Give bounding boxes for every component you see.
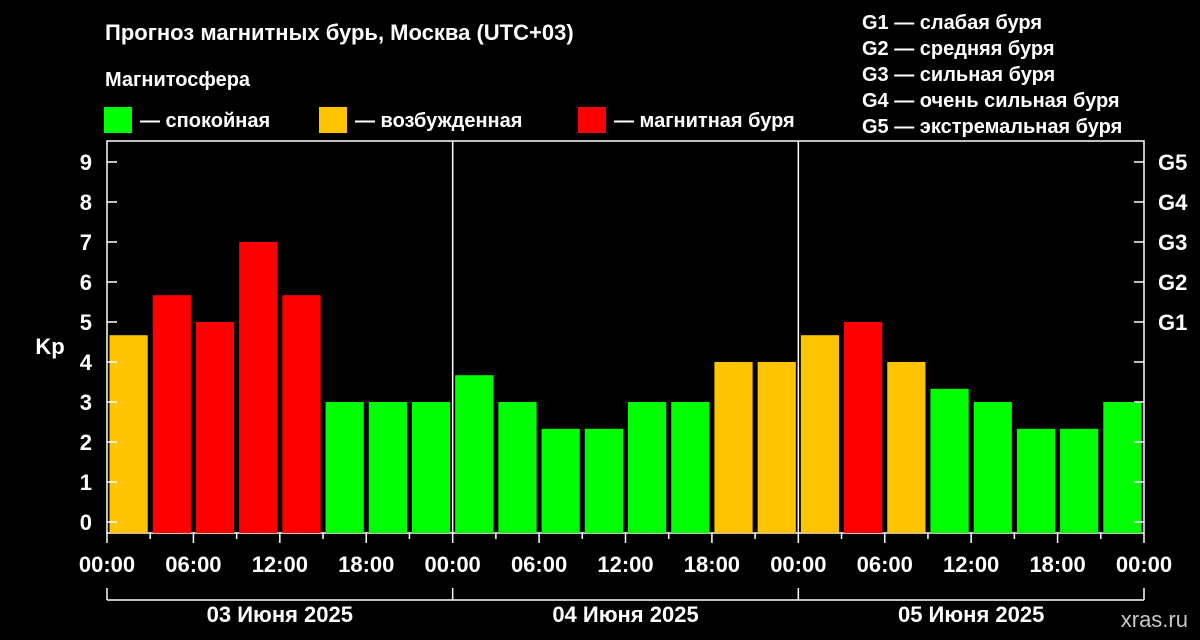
kp-bar	[541, 428, 580, 533]
kp-bar	[368, 402, 407, 533]
kp-bar	[195, 322, 235, 533]
kp-bar	[671, 402, 710, 533]
legend-label-storm: — магнитная буря	[614, 110, 795, 132]
legend-swatch-calm	[104, 107, 132, 133]
x-tick-label: 06:00	[165, 552, 221, 577]
watermark: xras.ru	[1121, 607, 1188, 632]
x-tick-label: 00:00	[1116, 552, 1172, 577]
y-tick-label: 5	[80, 310, 92, 335]
g-level-label: G1	[1158, 310, 1187, 335]
g-scale-g3: G3 — сильная буря	[862, 64, 1055, 86]
kp-bar	[714, 362, 753, 533]
x-tick-label: 18:00	[684, 552, 740, 577]
legend-item-calm: — спокойная	[104, 107, 270, 133]
kp-bar	[800, 335, 840, 533]
legend-swatch-excited	[319, 107, 347, 133]
kp-bar	[411, 402, 451, 533]
day-label: 04 Июня 2025	[552, 602, 698, 627]
y-tick-label: 9	[80, 150, 92, 175]
kp-bar	[325, 402, 364, 533]
kp-bar	[152, 295, 191, 533]
day-label: 03 Июня 2025	[207, 602, 353, 627]
y-tick-label: 2	[80, 430, 92, 455]
x-tick-label: 12:00	[943, 552, 999, 577]
y-tick-label: 8	[80, 190, 92, 215]
y-axis-title: Kp	[35, 334, 64, 359]
plot-area: 0 1 2 3 4 5 6 7 8 9 G1 G2 G3 G4 G5 00:00 06:00 12:00 18:00…	[79, 140, 1188, 627]
y-tick-label: 6	[80, 270, 92, 295]
y-tick-label: 4	[80, 350, 93, 375]
kp-bar	[1060, 428, 1099, 533]
legend-item-storm: — магнитная буря	[578, 107, 795, 133]
x-tick-label: 12:00	[597, 552, 653, 577]
kp-bar	[498, 402, 537, 533]
x-tick-label: 00:00	[425, 552, 481, 577]
x-tick-label: 00:00	[79, 552, 135, 577]
kp-bar	[887, 362, 926, 533]
y-tick-label: 3	[80, 390, 92, 415]
chart-title: Прогноз магнитных бурь, Москва (UTC+03)	[105, 20, 574, 45]
y-tick-label: 0	[80, 510, 92, 535]
kp-bar	[282, 295, 321, 533]
g-scale-legend: G1 — слабая буря G2 — средняя буря G3 — …	[862, 12, 1122, 138]
g-scale-g2: G2 — средняя буря	[862, 38, 1055, 60]
x-tick-label: 00:00	[770, 552, 826, 577]
x-tick-label: 12:00	[252, 552, 308, 577]
g-scale-g5: G5 — экстремальная буря	[862, 116, 1122, 138]
kp-bar	[455, 375, 494, 533]
legend-label-calm: — спокойная	[140, 110, 270, 132]
g-level-label: G3	[1158, 230, 1187, 255]
y-tick-label: 1	[80, 470, 92, 495]
day-label: 05 Июня 2025	[898, 602, 1044, 627]
x-tick-label: 18:00	[338, 552, 394, 577]
legend-swatch-storm	[578, 107, 606, 133]
legend-item-excited: — возбужденная	[319, 107, 522, 133]
kp-bar	[930, 388, 969, 533]
legend: — спокойная — возбужденная — магнитная б…	[104, 107, 795, 133]
kp-bar	[109, 335, 148, 533]
x-tick-label: 18:00	[1029, 552, 1085, 577]
g-level-label: G4	[1158, 190, 1188, 215]
g-level-label: G2	[1158, 270, 1187, 295]
legend-heading: Магнитосфера	[105, 69, 251, 91]
legend-label-excited: — возбужденная	[355, 110, 522, 132]
y-tick-label: 7	[80, 230, 92, 255]
kp-bar	[844, 322, 883, 533]
g-scale-g4: G4 — очень сильная буря	[862, 90, 1120, 112]
kp-bar	[1016, 428, 1056, 533]
kp-bar	[584, 428, 623, 533]
kp-bar	[1103, 402, 1142, 533]
x-tick-label: 06:00	[857, 552, 913, 577]
g-scale-g1: G1 — слабая буря	[862, 12, 1042, 34]
g-level-label: G5	[1158, 150, 1187, 175]
kp-bar	[757, 362, 796, 533]
x-tick-label: 06:00	[511, 552, 567, 577]
kp-bar	[239, 242, 278, 533]
kp-bar	[973, 402, 1012, 533]
kp-bar	[628, 402, 667, 533]
